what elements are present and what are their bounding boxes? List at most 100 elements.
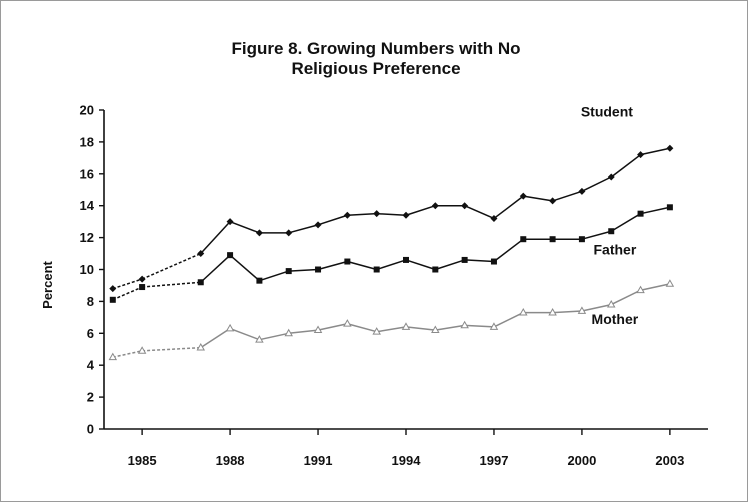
data-point <box>606 299 616 308</box>
series-segment <box>288 329 319 335</box>
data-point <box>490 214 498 222</box>
data-point <box>460 320 469 329</box>
x-tick-label: 1985 <box>128 453 157 468</box>
data-point <box>520 236 527 243</box>
series-segment <box>493 195 524 220</box>
data-point <box>578 187 586 195</box>
data-point <box>373 210 381 218</box>
series-segment <box>376 212 407 217</box>
data-point <box>315 266 322 273</box>
chart-title-line-1: Figure 8. Growing Numbers with No <box>231 39 521 58</box>
y-tick-label: 4 <box>87 358 95 373</box>
data-point <box>314 221 322 229</box>
data-point <box>313 325 323 334</box>
data-point <box>108 352 118 361</box>
data-point <box>608 228 615 235</box>
data-point <box>607 173 615 181</box>
series-segment <box>493 311 524 328</box>
data-point <box>372 327 381 335</box>
x-tick-label: 1997 <box>480 453 509 468</box>
series-segment <box>317 214 348 226</box>
series-segment <box>347 260 377 271</box>
data-point <box>402 211 410 219</box>
series-segment <box>552 310 582 314</box>
series-group: Student Father Mother <box>108 103 675 361</box>
data-point <box>197 250 205 258</box>
series-segment <box>200 254 231 283</box>
series-segment <box>317 260 348 271</box>
series-segment <box>142 346 201 352</box>
data-point <box>461 256 468 263</box>
y-tick-label: 20 <box>80 103 94 118</box>
data-point <box>343 211 351 219</box>
data-point <box>549 236 556 243</box>
data-point <box>637 151 645 159</box>
x-tick-label: 1994 <box>392 453 422 468</box>
data-point <box>227 252 234 259</box>
series-segment <box>610 154 642 178</box>
x-axis-ticks: 1985 1988 1991 1994 1997 2000 2003 <box>128 429 684 468</box>
axes <box>103 110 708 430</box>
x-tick-label: 1991 <box>304 453 333 468</box>
data-point <box>578 236 585 243</box>
y-tick-label: 2 <box>87 390 94 405</box>
chart-title: Figure 8. Growing Numbers with No Religi… <box>141 39 611 79</box>
series-segment <box>640 147 671 156</box>
data-point <box>577 306 587 314</box>
series-segment <box>435 259 465 271</box>
y-tick-label: 14 <box>80 198 95 213</box>
data-point <box>255 229 263 237</box>
series-segment <box>259 270 289 282</box>
data-point <box>137 346 147 354</box>
series-label-student: Student <box>581 103 633 119</box>
series-segment <box>200 221 231 255</box>
series-segment <box>581 230 612 240</box>
series-segment <box>347 212 377 217</box>
series-segment <box>112 350 143 358</box>
series-segment <box>464 259 495 263</box>
data-point <box>109 296 116 303</box>
data-point <box>431 202 439 210</box>
y-axis-ticks: 0 2 4 6 8 10 12 14 16 18 20 <box>80 103 104 437</box>
series-label-mother: Mother <box>592 311 639 327</box>
y-tick-label: 18 <box>80 134 94 149</box>
y-tick-label: 0 <box>87 422 94 437</box>
series-segment <box>229 327 260 341</box>
y-tick-label: 6 <box>87 326 94 341</box>
y-tick-label: 16 <box>80 166 94 181</box>
data-point <box>285 229 293 237</box>
series-segment <box>610 289 641 306</box>
series-segment <box>581 303 612 312</box>
series-segment <box>112 286 143 301</box>
x-tick-label: 2003 <box>655 453 684 468</box>
data-point <box>344 258 351 265</box>
series-segment <box>523 195 553 202</box>
series-segment <box>200 327 231 349</box>
y-axis-label: Percent <box>40 260 55 308</box>
data-point <box>666 204 673 211</box>
series-segment <box>405 204 436 216</box>
series-segment <box>112 278 143 290</box>
series-segment <box>552 190 583 202</box>
data-point <box>196 343 206 351</box>
data-point <box>489 322 499 330</box>
series-segment <box>493 238 524 263</box>
data-point <box>197 279 204 286</box>
chart-title-line-2: Religious Preference <box>291 59 461 78</box>
series-segment <box>288 224 319 234</box>
data-point <box>225 323 235 332</box>
series-father: Father <box>109 204 673 303</box>
series-segment <box>405 326 436 331</box>
data-point <box>636 285 645 294</box>
data-point <box>548 307 557 316</box>
data-point <box>519 307 528 316</box>
series-segment <box>376 326 407 333</box>
series-segment <box>317 322 348 331</box>
y-tick-label: 12 <box>80 230 94 245</box>
data-point <box>549 197 557 205</box>
data-point <box>139 284 146 291</box>
x-tick-label: 2000 <box>567 453 596 468</box>
data-point <box>343 319 352 327</box>
data-point <box>432 266 439 273</box>
